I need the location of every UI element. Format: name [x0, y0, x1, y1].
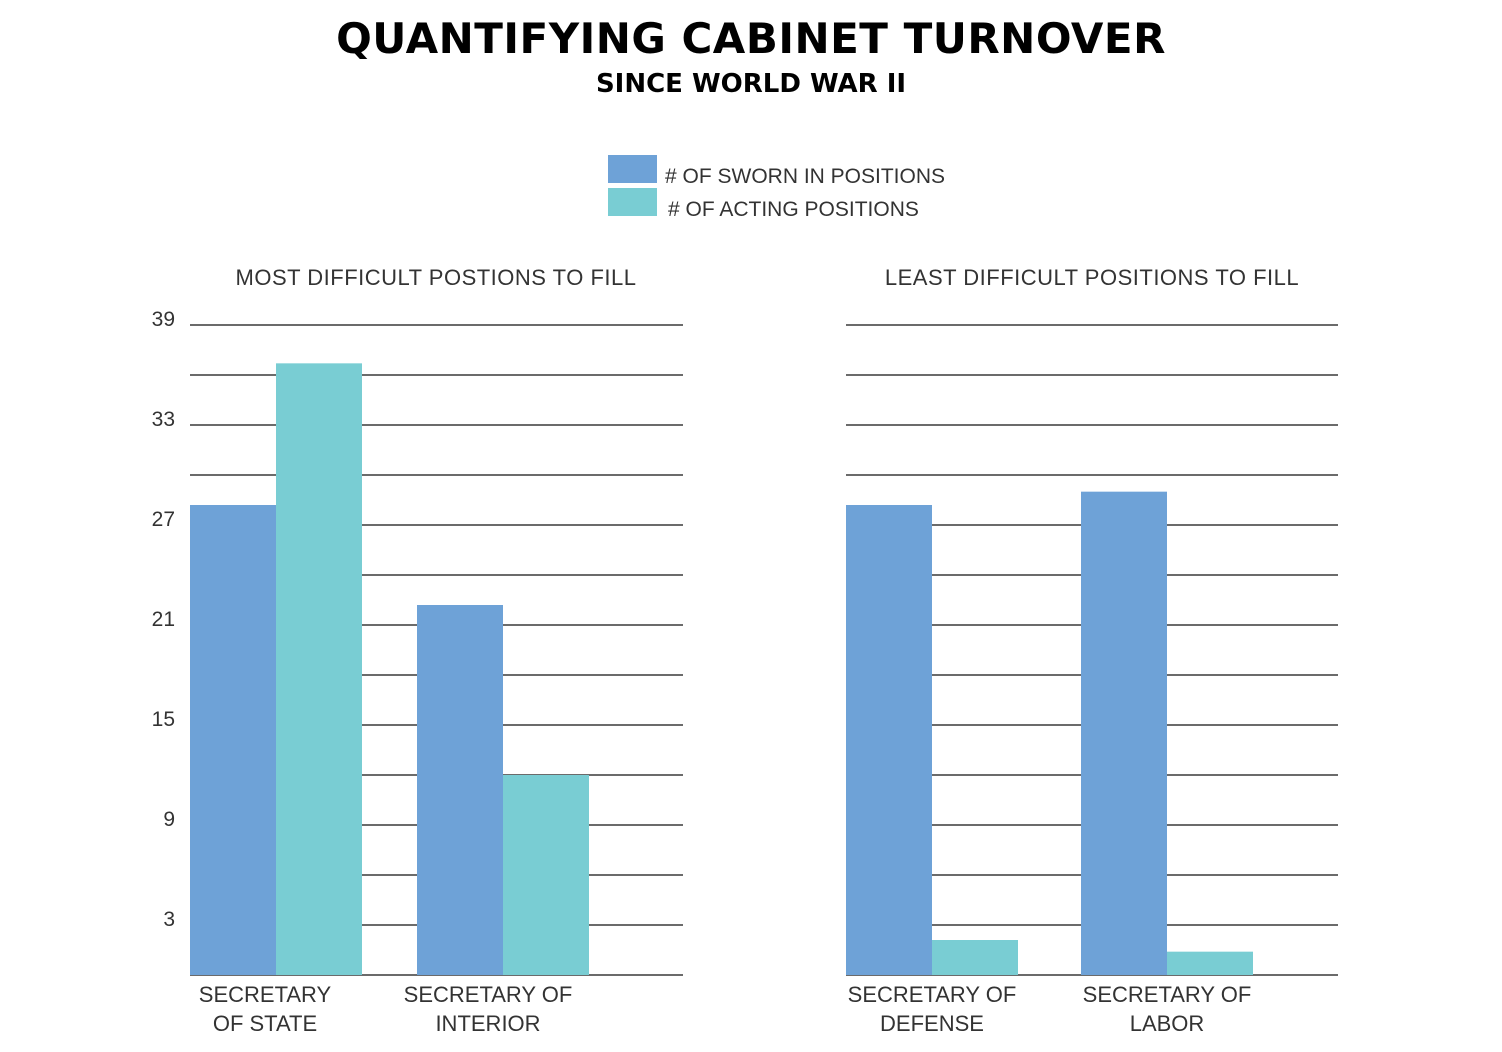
y-tick-label: 39	[152, 308, 175, 331]
legend-label-sworn: # OF SWORN IN POSITIONS	[665, 165, 945, 188]
y-tick-label: 3	[163, 908, 175, 931]
legend-label-acting: # OF ACTING POSITIONS	[668, 198, 919, 221]
bar-sworn	[1081, 491, 1167, 975]
chart-subtitle: SINCE WORLD WAR II	[595, 69, 907, 99]
legend-swatch-acting	[608, 188, 657, 216]
y-tick-label: 9	[163, 808, 175, 831]
y-tick-label: 27	[152, 508, 175, 531]
legend-swatch-sworn	[608, 155, 657, 183]
y-tick-label: 33	[152, 408, 175, 431]
panel-title: LEAST DIFFICULT POSITIONS TO FILL	[885, 265, 1299, 290]
legend: # OF SWORN IN POSITIONS # OF ACTING POSI…	[608, 155, 945, 221]
panel-title: MOST DIFFICULT POSTIONS TO FILL	[236, 265, 637, 290]
category-label: SECRETARY OF LABOR	[1083, 982, 1252, 1036]
category-label: SECRETARY OF DEFENSE	[848, 982, 1017, 1036]
chart-title: QUANTIFYING CABINET TURNOVER	[336, 14, 1166, 63]
bar-acting	[503, 775, 589, 975]
category-label: SECRETARY OF INTERIOR	[404, 982, 573, 1036]
panel-most-difficult: MOST DIFFICULT POSTIONS TO FILL391521273…	[152, 265, 683, 1036]
category-label: SECRETARY OF STATE	[199, 982, 332, 1036]
bar-sworn	[190, 505, 276, 975]
bar-sworn	[846, 505, 932, 975]
bar-acting	[932, 940, 1018, 975]
bar-sworn	[417, 605, 503, 975]
y-tick-label: 15	[152, 708, 175, 731]
bar-acting	[1167, 951, 1253, 975]
bar-acting	[276, 363, 362, 975]
y-tick-label: 21	[152, 608, 175, 631]
panel-least-difficult: LEAST DIFFICULT POSITIONS TO FILL SECRETA…	[846, 265, 1338, 1036]
